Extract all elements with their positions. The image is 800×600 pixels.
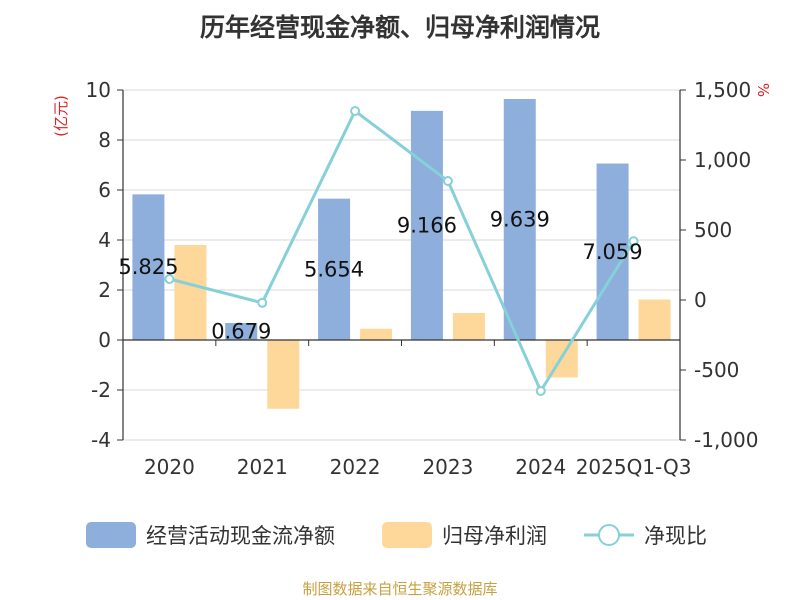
- cashflow-data-label: 5.654: [304, 257, 364, 281]
- legend-swatch: [86, 522, 136, 548]
- axes: -4 -2 0 2 4 6 8 10 -1,000 -500 0 500 1,000 1,500 2020 2…: [86, 78, 759, 479]
- chart-title: 历年经营现金净额、归母净利润情况: [200, 13, 600, 42]
- ratio-point: [164, 274, 175, 284]
- ratio-polyline: [169, 108, 635, 395]
- cashflow-data-label: 7.059: [583, 240, 643, 264]
- net-profit-bar: [360, 328, 393, 340]
- ratio-point: [442, 176, 453, 186]
- left-tick-label: 0: [98, 328, 111, 352]
- category-label: 2023: [422, 455, 473, 479]
- ratio-point: [257, 297, 268, 308]
- legend-cashflow: 经营活动现金流净额: [86, 522, 335, 548]
- left-tick-label: 2: [98, 278, 111, 302]
- right-tick-label: 500: [694, 218, 732, 242]
- ratio-point: [350, 106, 361, 116]
- right-tick-label: -500: [694, 358, 739, 382]
- left-tick-label: -4: [91, 428, 111, 452]
- net-profit-bar: [174, 245, 207, 340]
- left-tick-label: -2: [91, 378, 111, 402]
- cashflow-data-label: 5.825: [118, 255, 178, 279]
- legend-label: 归母净利润: [442, 524, 547, 548]
- category-label: 2024: [515, 455, 566, 479]
- cashflow-data-label: 9.166: [397, 213, 457, 237]
- source-note: 制图数据来自恒生聚源数据库: [302, 580, 497, 598]
- right-axis-unit: %: [754, 83, 772, 97]
- left-axis-unit: (亿元): [52, 95, 70, 137]
- net-profit-bar: [452, 313, 485, 340]
- ratio-point: [628, 236, 639, 247]
- net-profit-bar: [638, 299, 671, 340]
- cashflow-bar: [410, 110, 443, 340]
- net-profit-bar: [267, 340, 300, 409]
- cashflow-data-label: 0.679: [211, 320, 271, 344]
- cashflow-bar: [132, 194, 165, 340]
- cashflow-bar: [318, 198, 351, 340]
- legend-swatch: [382, 522, 432, 548]
- legend: 经营活动现金流净额 归母净利润 净现比: [86, 522, 707, 548]
- left-tick-label: 6: [98, 178, 111, 202]
- legend-label: 经营活动现金流净额: [146, 524, 335, 548]
- right-tick-label: 1,000: [694, 148, 751, 172]
- cashflow-bar: [596, 163, 629, 340]
- right-tick-label: 1,500: [694, 78, 751, 102]
- category-label: 2020: [144, 455, 195, 479]
- ratio-line: [164, 106, 639, 396]
- right-tick-label: 0: [694, 288, 707, 312]
- cashflow-bar: [225, 323, 258, 340]
- category-label: 2021: [237, 455, 288, 479]
- grid: [123, 89, 680, 441]
- category-label: 2025Q1-Q3: [576, 455, 692, 479]
- right-tick-label: -1,000: [694, 428, 758, 452]
- left-tick-label: 10: [86, 78, 111, 102]
- left-tick-label: 4: [98, 228, 111, 252]
- cashflow-data-label: 9.639: [490, 208, 550, 232]
- legend-label: 净现比: [644, 524, 707, 548]
- legend-net-profit: 归母净利润: [382, 522, 547, 548]
- ratio-point: [535, 386, 546, 396]
- bars: [132, 99, 671, 409]
- category-label: 2022: [330, 455, 381, 479]
- data-labels: 5.825 0.679 5.654 9.166 9.639 7.059: [118, 208, 642, 344]
- legend-swatch-marker: [598, 524, 620, 546]
- legend-ratio: 净现比: [584, 524, 707, 548]
- left-tick-label: 8: [98, 128, 111, 152]
- cashflow-bar: [503, 99, 536, 341]
